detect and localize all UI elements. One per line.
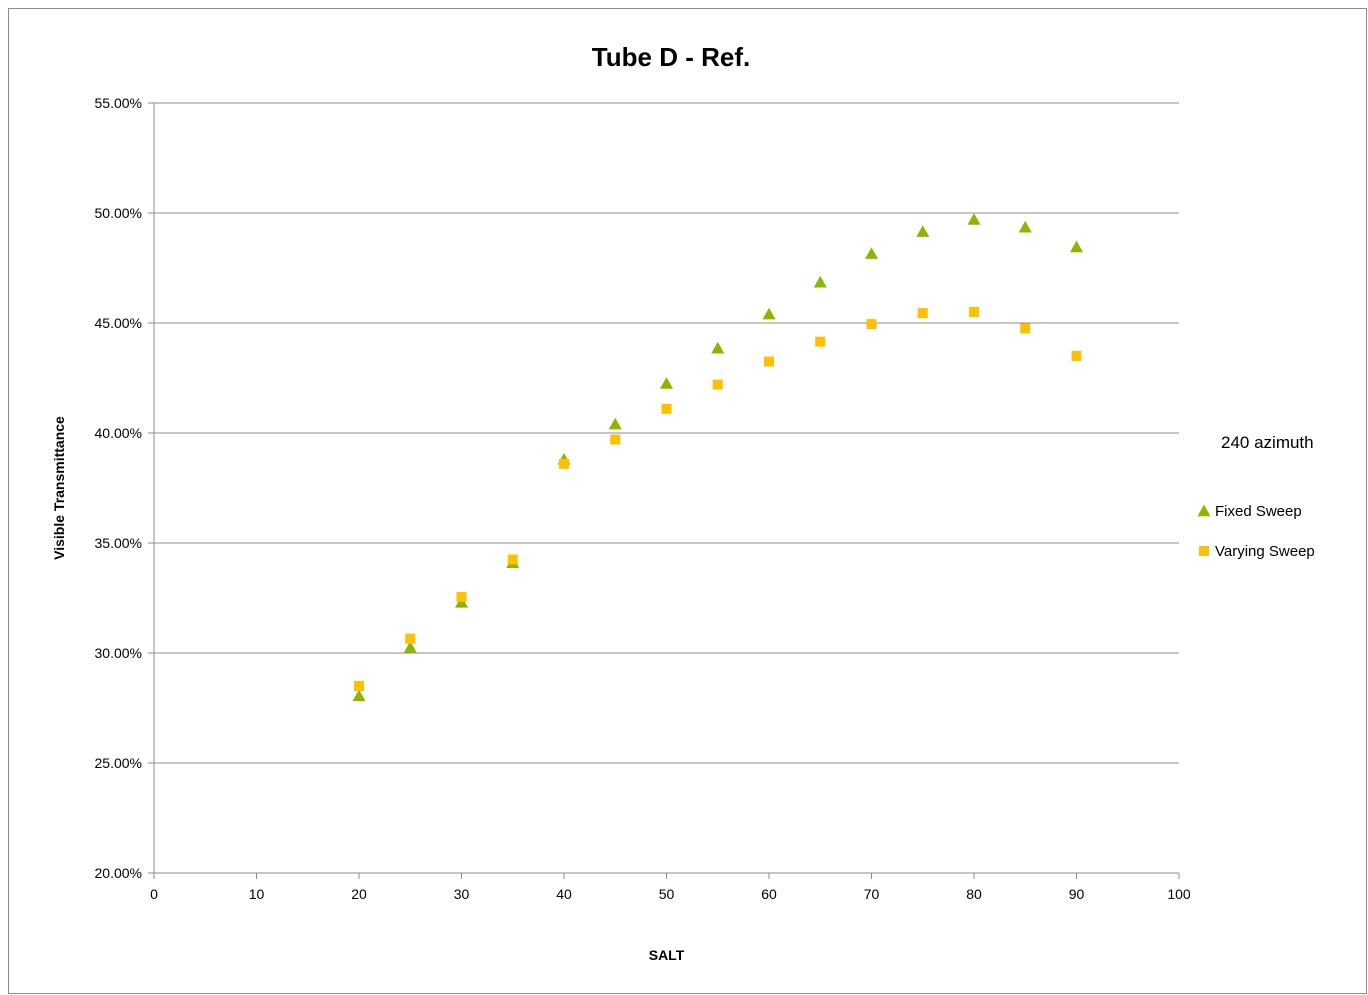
legend-square-marker [1199, 546, 1209, 556]
x-tick-label: 90 [1069, 886, 1085, 902]
y-tick-label: 40.00% [95, 425, 142, 441]
axes [153, 103, 1180, 879]
legend: 240 azimuth Fixed Sweep Varying Sweep [1197, 433, 1315, 560]
fixed-sweep-point [967, 213, 981, 225]
data-points [352, 213, 1083, 702]
varying-sweep-point [507, 554, 518, 565]
y-tick-label: 30.00% [95, 645, 142, 661]
x-tick-label: 70 [864, 886, 880, 902]
y-tick-label: 20.00% [95, 865, 142, 881]
fixed-sweep-point [865, 247, 878, 259]
varying-sweep-point [969, 307, 979, 317]
varying-sweep-point [917, 308, 928, 319]
varying-sweep-point [764, 356, 774, 367]
fixed-sweep-point [608, 417, 622, 430]
chart-frame: Tube D - Ref. 20.00% 25.00% 30.00% 35.00% 40… [8, 8, 1367, 994]
fixed-sweep-point [762, 307, 776, 320]
fixed-sweep-point [916, 225, 930, 237]
y-tick-label: 55.00% [95, 95, 142, 111]
x-tick-label: 50 [659, 886, 675, 902]
x-tick-label: 0 [150, 886, 158, 902]
legend-triangle-marker [1197, 504, 1211, 517]
varying-sweep-point [1020, 323, 1031, 334]
fixed-sweep-point [711, 341, 725, 354]
chart-title: Tube D - Ref. [592, 42, 750, 72]
x-tick-label: 40 [556, 886, 572, 902]
varying-sweep-point [405, 633, 416, 644]
fixed-sweep-point [660, 377, 673, 389]
varying-sweep-point [559, 458, 569, 469]
x-tick-label: 100 [1167, 886, 1191, 902]
x-axis-title: SALT [649, 947, 685, 963]
varying-sweep-point [661, 403, 672, 414]
fixed-sweep-point [352, 689, 366, 702]
fixed-sweep-point [403, 641, 417, 653]
fixed-sweep-point [813, 275, 827, 288]
grid-lines [148, 102, 1179, 874]
y-tick-label: 50.00% [95, 205, 142, 221]
fixed-sweep-point [1018, 220, 1032, 233]
varying-sweep-point [712, 379, 723, 390]
varying-sweep-point [456, 591, 467, 602]
varying-sweep-point [1071, 351, 1082, 361]
legend-title: 240 azimuth [1221, 433, 1314, 452]
x-tick-label: 20 [351, 886, 367, 902]
y-tick-label: 35.00% [95, 535, 142, 551]
varying-sweep-point [610, 434, 621, 445]
x-tick-label: 80 [966, 886, 982, 902]
x-tick-label: 60 [761, 886, 777, 902]
scatter-chart: Tube D - Ref. 20.00% 25.00% 30.00% 35.00% 40… [51, 42, 1315, 963]
y-axis-title: Visible Transmittance [51, 416, 67, 560]
x-tick-label: 10 [249, 886, 265, 902]
legend-entry-label: Fixed Sweep [1215, 503, 1302, 520]
x-tick-label: 30 [454, 886, 470, 902]
fixed-sweep-point [1070, 240, 1083, 253]
varying-sweep-point [866, 319, 877, 330]
legend-entry-label: Varying Sweep [1215, 543, 1315, 560]
y-tick-label: 45.00% [95, 315, 142, 331]
varying-sweep-point [815, 336, 826, 347]
varying-sweep-point [354, 681, 364, 691]
tick-labels: 20.00% 25.00% 30.00% 35.00% 40.00% 45.00% 50.0… [95, 95, 1191, 902]
y-tick-label: 25.00% [95, 755, 142, 771]
